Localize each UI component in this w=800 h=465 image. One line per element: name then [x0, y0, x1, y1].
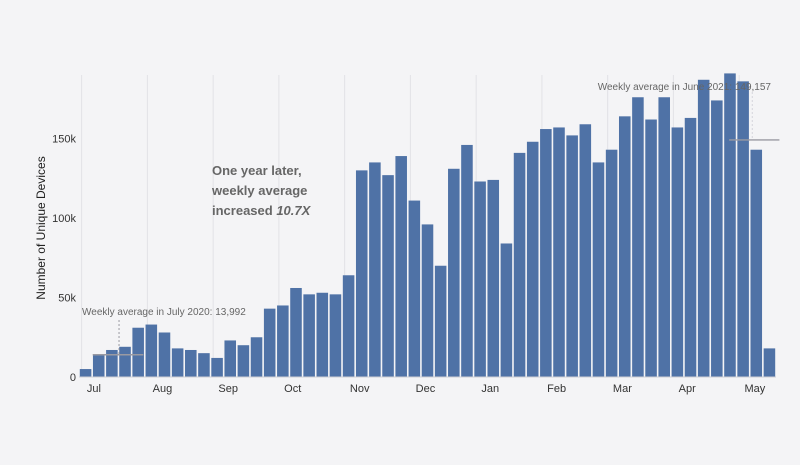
- bar: [369, 162, 381, 377]
- reference-label: Weekly average in July 2020: 13,992: [82, 307, 246, 318]
- bar: [211, 357, 223, 377]
- bar: [553, 127, 565, 377]
- bar: [79, 369, 92, 377]
- annotation-line-3-prefix: increased: [212, 203, 276, 218]
- bar: [408, 200, 421, 377]
- bar: [592, 162, 605, 377]
- bars: [79, 73, 776, 378]
- bar: [618, 116, 631, 377]
- x-tick-label: Nov: [350, 383, 370, 395]
- bar: [132, 327, 144, 377]
- bar: [513, 152, 526, 377]
- bar: [355, 170, 368, 377]
- bar: [421, 224, 434, 377]
- bar: [303, 294, 315, 377]
- bar: [224, 340, 237, 377]
- bar: [684, 117, 697, 378]
- bar: [645, 119, 657, 377]
- bar: [605, 149, 618, 377]
- bar: [671, 127, 684, 377]
- annotation-emphasis: 10.7X: [276, 203, 311, 218]
- bar: [500, 243, 513, 377]
- y-axis: 0 50k 100k 150k: [52, 134, 76, 384]
- y-tick-label: 50k: [58, 293, 76, 305]
- reference-label: Weekly average in June 2021: 149,157: [598, 82, 772, 93]
- x-axis: JulAugSepOctNovDecJanFebMarAprMayJun: [79, 376, 776, 395]
- x-tick-label: Jul: [87, 383, 101, 395]
- bar: [632, 97, 644, 377]
- x-tick-label: Dec: [416, 383, 436, 395]
- bar: [566, 135, 578, 377]
- y-axis-label: Number of Unique Devices: [34, 156, 48, 299]
- bar: [250, 337, 263, 377]
- x-tick-label: May: [744, 383, 765, 395]
- bar: [185, 349, 197, 377]
- x-tick-label: Feb: [547, 383, 566, 395]
- bar: [342, 275, 355, 377]
- bar: [395, 156, 407, 377]
- bar: [579, 124, 592, 378]
- reference-lines: Weekly average in July 2020: 13,992 Weekl…: [82, 82, 780, 356]
- bar: [106, 349, 118, 377]
- bar: [382, 175, 394, 377]
- bar: [290, 287, 302, 377]
- bar: [474, 181, 486, 377]
- bar: [158, 332, 171, 377]
- x-tick-label: Aug: [153, 383, 173, 395]
- x-tick-label: Sep: [218, 383, 238, 395]
- bar: [737, 81, 749, 378]
- bar: [658, 97, 670, 377]
- bar: [316, 292, 329, 377]
- bar: [540, 129, 552, 377]
- y-tick-label: 0: [70, 372, 76, 384]
- bar: [145, 324, 158, 377]
- x-tick-label: Apr: [679, 383, 696, 395]
- bar: [237, 345, 250, 377]
- annotation-line-1: One year later,: [212, 163, 302, 178]
- y-tick-label: 150k: [52, 134, 76, 146]
- bar: [171, 348, 184, 377]
- bar: [277, 305, 289, 377]
- bar: [711, 100, 723, 378]
- bar: [461, 144, 473, 377]
- bar: [448, 168, 460, 377]
- bar: [697, 79, 710, 378]
- bar: [434, 265, 447, 377]
- bar: [526, 141, 539, 377]
- x-tick-label: Mar: [613, 383, 632, 395]
- bar: [487, 179, 500, 377]
- bar: [750, 149, 763, 377]
- bar: [119, 346, 131, 377]
- x-tick-label: Oct: [284, 383, 301, 395]
- annotation-line-3: increased 10.7X: [212, 203, 312, 218]
- growth-annotation: One year later, weekly average increased…: [211, 163, 312, 218]
- x-tick-label: Jan: [481, 383, 499, 395]
- y-tick-label: 100k: [52, 213, 76, 225]
- annotation-line-2: weekly average: [211, 183, 307, 198]
- bar: [763, 348, 776, 377]
- bar: [329, 294, 342, 377]
- bar: [263, 308, 276, 377]
- bar: [92, 354, 105, 377]
- bar: [724, 73, 736, 377]
- bar: [198, 353, 210, 377]
